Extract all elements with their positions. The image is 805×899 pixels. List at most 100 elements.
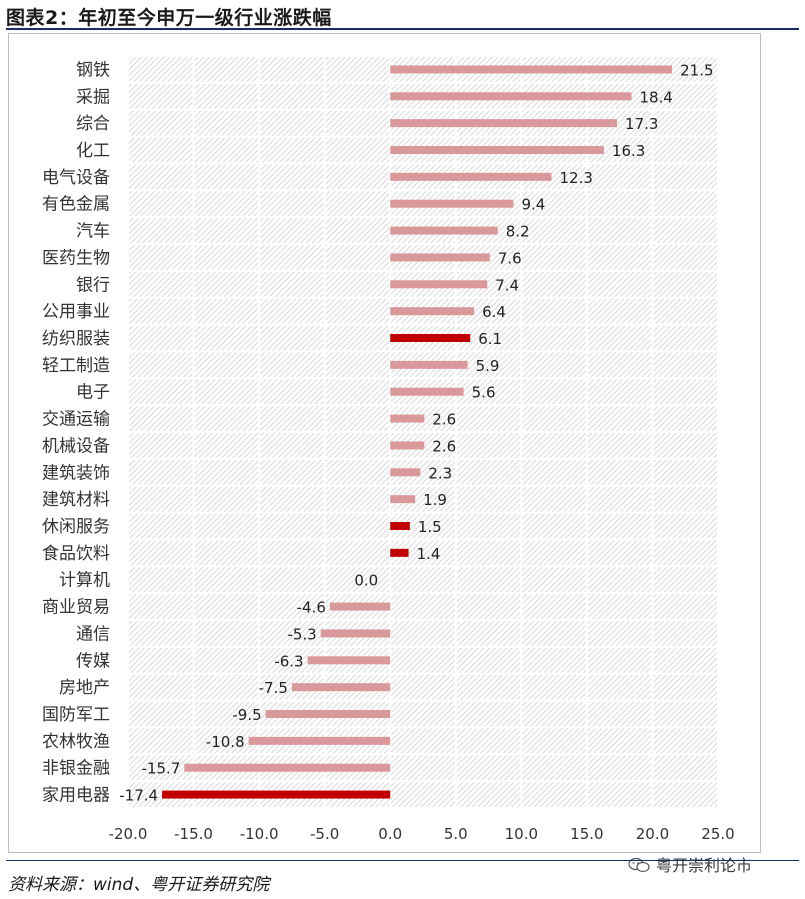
title-rule: [6, 28, 799, 30]
value-label: 12.3: [559, 169, 592, 187]
value-label: 8.2: [506, 223, 530, 241]
bottom-rule: [6, 860, 799, 861]
bar: [291, 683, 391, 692]
bar: [307, 656, 391, 665]
bar: [390, 253, 490, 262]
category-label: 交通运输: [42, 410, 110, 430]
figure-title: 图表2：年初至今申万一级行业涨跌幅: [6, 7, 332, 29]
bar: [390, 495, 416, 504]
category-label: 化工: [76, 141, 110, 161]
category-label: 采掘: [76, 87, 110, 107]
x-tick-label: 20.0: [636, 825, 669, 843]
x-tick-label: -10.0: [240, 825, 279, 843]
value-label: 5.6: [472, 384, 496, 402]
category-label: 建筑装饰: [42, 463, 110, 483]
source-note: 资料来源：wind、粤开证券研究院: [8, 875, 270, 895]
bar: [390, 119, 618, 128]
value-label: -9.5: [232, 706, 261, 724]
wechat-icon: [628, 857, 650, 873]
bar: [390, 226, 498, 235]
value-label: 5.9: [476, 357, 500, 375]
bar: [390, 522, 410, 530]
x-tick-label: -15.0: [174, 825, 213, 843]
value-label: -5.3: [287, 625, 316, 643]
bar: [390, 414, 425, 423]
bar: [390, 65, 673, 74]
category-label: 钢铁: [76, 60, 110, 80]
bar: [390, 280, 488, 289]
value-label: 2.6: [432, 437, 456, 455]
category-label: 电气设备: [42, 168, 110, 188]
bar: [390, 307, 475, 316]
category-label: 传媒: [76, 651, 110, 671]
x-tick-label: -5.0: [310, 825, 339, 843]
category-label: 通信: [76, 624, 110, 644]
category-label: 机械设备: [42, 436, 110, 456]
category-label: 国防军工: [42, 705, 110, 725]
category-labels: 钢铁采掘综合化工电气设备有色金属汽车医药生物银行公用事业纺织服装轻工制造电子交通…: [42, 60, 110, 805]
bar: [390, 146, 604, 154]
value-label: 1.4: [417, 545, 441, 563]
category-label: 商业贸易: [42, 598, 110, 618]
bar: [265, 710, 391, 718]
category-label: 银行: [76, 275, 110, 295]
x-tick-label: 10.0: [505, 825, 538, 843]
watermark-text: 粤开崇利论市: [656, 856, 753, 875]
value-label: 1.9: [423, 491, 447, 509]
category-label: 汽车: [76, 222, 110, 242]
category-label: 医药生物: [42, 248, 110, 268]
bar: [390, 468, 421, 477]
category-label: 电子: [76, 383, 110, 403]
bar: [390, 387, 464, 396]
value-label: 9.4: [521, 196, 545, 214]
watermark: 粤开崇利论市: [628, 852, 752, 876]
value-label: 16.3: [612, 142, 645, 160]
bar: [390, 334, 471, 342]
value-label: 1.5: [418, 518, 442, 536]
category-label: 农林牧渔: [42, 732, 110, 752]
value-label: 6.4: [482, 303, 506, 321]
value-label: 6.1: [478, 330, 502, 348]
category-label: 纺织服装: [42, 329, 110, 349]
bar: [390, 172, 552, 181]
category-label: 家用电器: [42, 786, 110, 806]
value-label: 0.0: [354, 572, 378, 590]
bar: [329, 602, 391, 611]
x-tick-label: 5.0: [444, 825, 468, 843]
bar: [248, 736, 391, 745]
category-label: 非银金融: [42, 759, 110, 779]
category-label: 计算机: [59, 571, 110, 591]
value-label: 7.6: [498, 249, 522, 267]
category-label: 休闲服务: [42, 517, 110, 537]
value-label: -7.5: [259, 679, 288, 697]
value-label: -17.4: [119, 787, 158, 805]
category-label: 建筑材料: [42, 490, 110, 510]
bar: [390, 548, 409, 557]
x-axis-ticks: -20.0 -15.0 -10.0 -5.0 0.0 5.0 10.0 15.0 20.0 25.…: [109, 825, 735, 843]
gridlines: [127, 55, 719, 809]
bar: [390, 92, 632, 101]
title-bar: 图表2：年初至今申万一级行业涨跌幅: [0, 0, 805, 29]
value-labels: 21.5 18.4 17.3 16.3 12.3 9.4 8.2 7.6 7.4 6.4 6.1 5.…: [119, 61, 713, 804]
bar: [390, 441, 425, 450]
x-tick-label: 25.0: [701, 825, 734, 843]
value-label: -6.3: [274, 652, 303, 670]
category-label: 房地产: [59, 678, 110, 698]
value-label: 21.5: [680, 61, 713, 79]
bar: [390, 360, 468, 369]
bar: [390, 199, 514, 208]
value-label: 7.4: [495, 276, 519, 294]
value-label: 2.6: [432, 411, 456, 429]
category-label: 有色金属: [42, 195, 110, 215]
bars: [162, 65, 673, 799]
x-tick-label: 0.0: [378, 825, 402, 843]
bar: [320, 629, 391, 638]
value-label: 18.4: [639, 88, 672, 106]
value-label: -10.8: [206, 733, 245, 751]
x-tick-label: -20.0: [109, 825, 148, 843]
value-label: -4.6: [297, 599, 326, 617]
category-label: 轻工制造: [42, 356, 110, 376]
category-label: 公用事业: [42, 302, 110, 322]
value-label: 17.3: [625, 115, 658, 133]
